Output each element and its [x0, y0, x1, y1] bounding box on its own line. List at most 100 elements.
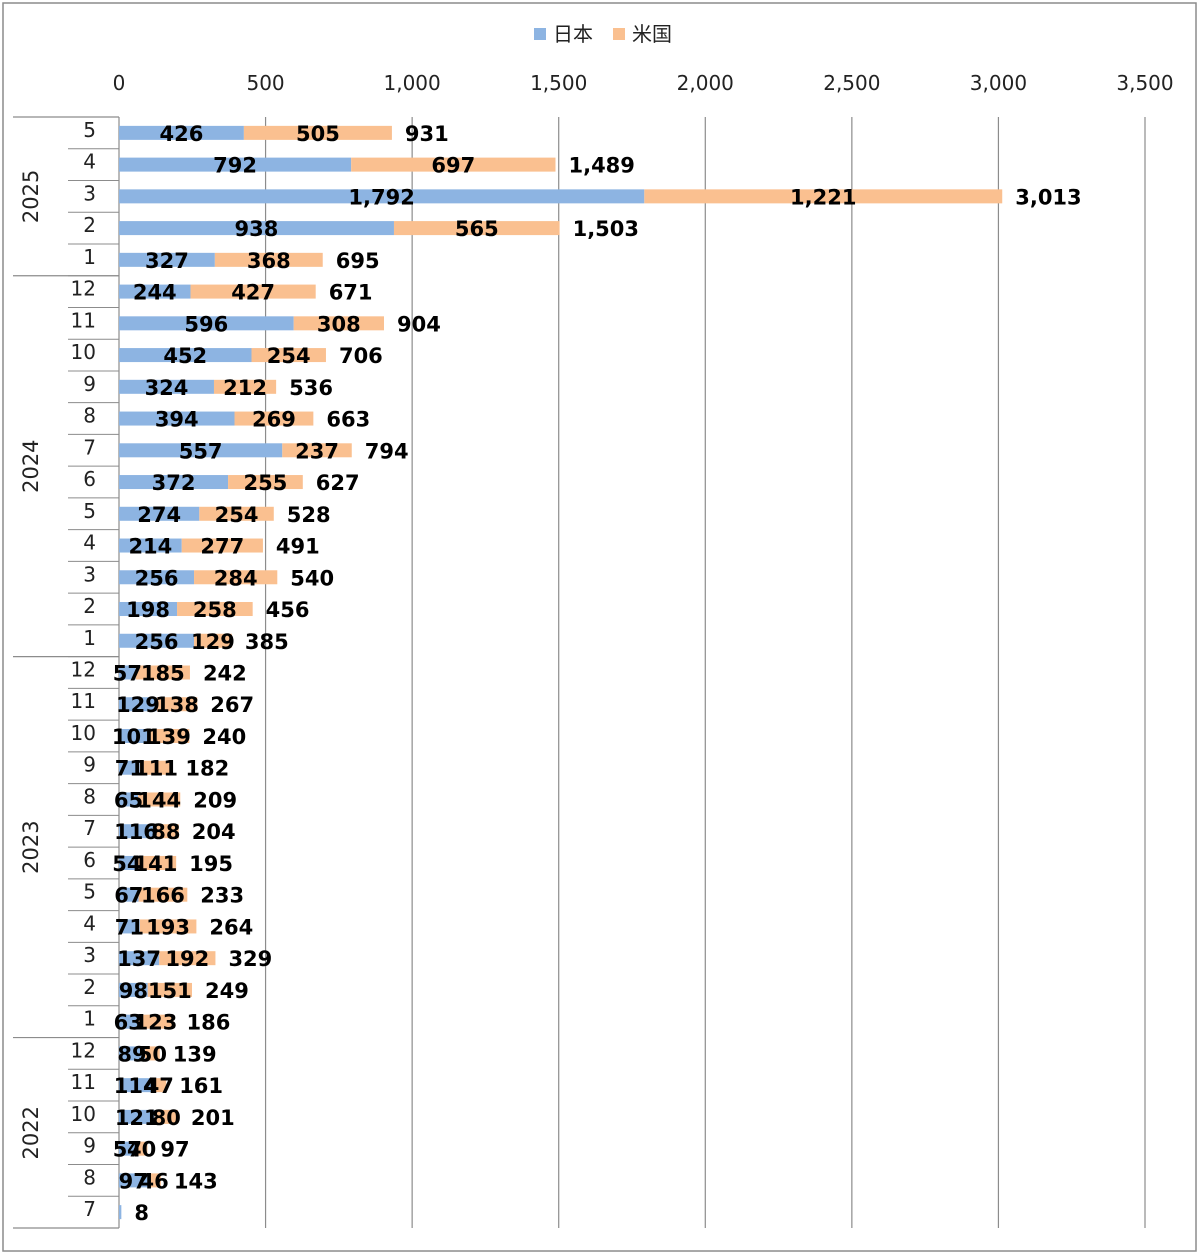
legend-label-japan: 日本	[553, 22, 593, 46]
data-label-japan: 274	[137, 503, 181, 527]
bar-usa	[159, 951, 216, 966]
data-label-total: 201	[191, 1106, 235, 1130]
data-label-japan: 426	[160, 122, 204, 146]
bar-usa	[190, 284, 316, 299]
bar-usa	[154, 1109, 178, 1124]
data-label-usa: 46	[140, 1169, 169, 1193]
x-tick-label: 1,000	[384, 71, 441, 95]
legend-label-usa: 米国	[632, 22, 672, 46]
bar-usa	[152, 1078, 167, 1093]
bar-usa	[135, 665, 190, 680]
bar-usa	[228, 475, 303, 490]
data-label-japan: 116	[114, 820, 158, 844]
data-label-japan: 114	[114, 1074, 158, 1098]
data-label-usa: 144	[137, 788, 181, 812]
data-label-japan: 244	[133, 281, 177, 305]
x-tick-label: 3,000	[970, 71, 1027, 95]
data-label-total: 204	[192, 820, 236, 844]
bar-japan	[119, 1046, 146, 1061]
year-label: 2023	[19, 820, 43, 873]
data-label-usa: 565	[455, 217, 499, 241]
bar-usa	[135, 1141, 148, 1156]
bar-usa	[351, 157, 556, 172]
bars	[119, 125, 1003, 1220]
bar-japan	[119, 506, 200, 521]
data-label-usa: 111	[134, 757, 178, 781]
x-tick-label: 3,500	[1116, 71, 1173, 95]
bar-usa	[137, 1014, 174, 1029]
bar-japan	[119, 1078, 153, 1093]
bar-usa	[293, 316, 385, 331]
data-label-total: 240	[202, 725, 246, 749]
data-label-usa: 284	[214, 566, 258, 590]
month-label: 12	[71, 658, 96, 682]
x-tick-label: 1,500	[530, 71, 587, 95]
data-label-japan: 98	[119, 979, 148, 1003]
data-label-usa: 47	[145, 1074, 174, 1098]
data-label-total: 242	[203, 662, 247, 686]
bar-japan	[119, 570, 195, 585]
bar-usa	[145, 1046, 160, 1061]
bar-usa	[139, 760, 173, 775]
bar-japan	[119, 157, 352, 172]
bar-usa	[251, 348, 326, 363]
data-label-total: 627	[316, 471, 360, 495]
data-label-japan: 372	[152, 471, 196, 495]
data-label-total: 794	[365, 439, 409, 463]
data-label-japan: 557	[179, 439, 223, 463]
data-label-total: 249	[205, 979, 249, 1003]
bar-japan	[119, 252, 215, 267]
data-label-japan: 97	[119, 1169, 148, 1193]
data-label-japan: 54	[112, 852, 141, 876]
month-label: 11	[71, 308, 96, 332]
year-label: 2025	[19, 170, 43, 223]
month-label: 5	[83, 880, 96, 904]
month-label: 5	[83, 118, 96, 142]
bar-usa	[139, 919, 197, 934]
bar-usa	[194, 570, 278, 585]
bar-japan	[119, 284, 191, 299]
data-label-usa: 277	[200, 535, 244, 559]
bar-japan	[119, 792, 139, 807]
data-label-total: 143	[174, 1169, 218, 1193]
data-label-japan: 65	[114, 788, 143, 812]
data-label-total: 904	[397, 312, 441, 336]
data-label-japan: 256	[135, 630, 179, 654]
data-label-total: 195	[189, 852, 233, 876]
month-label: 8	[83, 1165, 96, 1189]
bar-japan	[119, 1141, 136, 1156]
data-label-japan: 57	[113, 662, 142, 686]
data-label-usa: 237	[295, 439, 339, 463]
month-label: 9	[83, 372, 96, 396]
bar-japan	[119, 602, 178, 617]
data-label-total: 1,489	[568, 154, 634, 178]
data-label-total: 182	[185, 757, 229, 781]
data-label-japan: 256	[135, 566, 179, 590]
data-label-japan: 129	[116, 693, 160, 717]
bar-japan	[119, 443, 283, 458]
bar-japan	[119, 1173, 148, 1188]
month-label: 3	[83, 181, 96, 205]
data-label-usa: 141	[134, 852, 178, 876]
bar-japan	[119, 221, 394, 236]
data-label-japan: 938	[235, 217, 279, 241]
bar-usa	[243, 125, 392, 140]
data-label-japan: 214	[128, 535, 172, 559]
bar-japan	[119, 348, 252, 363]
bar-usa	[156, 697, 198, 712]
data-label-total: 1,503	[573, 217, 639, 241]
grid-lines	[264, 117, 1146, 1228]
year-label: 2022	[19, 1106, 43, 1159]
data-label-total: 536	[289, 376, 333, 400]
month-label: 2	[83, 213, 96, 237]
data-label-total: 695	[336, 249, 380, 273]
bar-japan	[119, 919, 140, 934]
bar-japan	[119, 1014, 138, 1029]
data-label-total: 528	[287, 503, 331, 527]
data-label-japan: 596	[184, 312, 228, 336]
data-label-japan: 792	[213, 154, 257, 178]
bar-japan	[119, 125, 244, 140]
bar-japan	[119, 475, 229, 490]
data-label-usa: 123	[134, 1011, 178, 1035]
